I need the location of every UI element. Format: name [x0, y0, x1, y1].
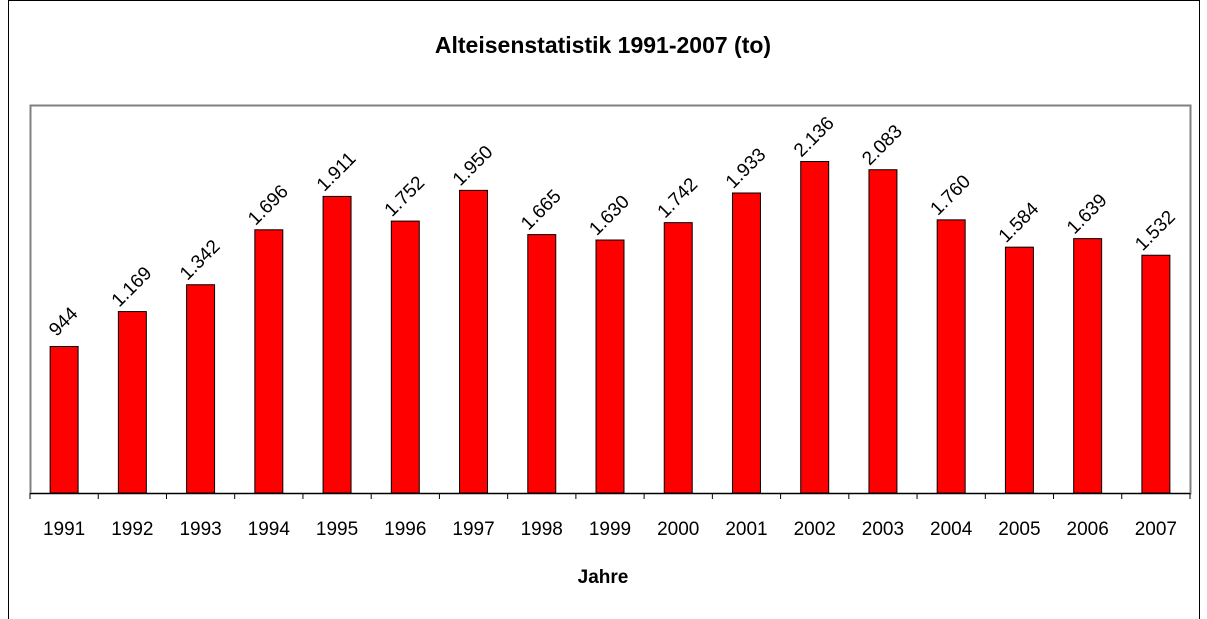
- x-tick-label: 1998: [521, 519, 563, 540]
- x-tick-label: 1996: [384, 519, 426, 540]
- x-tick-label: 1993: [179, 519, 221, 540]
- bar: [1141, 254, 1171, 494]
- x-axis-title: Jahre: [578, 567, 629, 588]
- x-tick-label: 2002: [794, 519, 836, 540]
- x-tick-label: 1992: [111, 519, 153, 540]
- chart-title: Alteisenstatistik 1991-2007 (to): [435, 32, 771, 58]
- bar: [459, 189, 489, 494]
- bar: [936, 219, 966, 494]
- x-tick-label: 1999: [589, 519, 631, 540]
- x-tick-label: 2001: [725, 519, 767, 540]
- x-tick-label: 2000: [657, 519, 699, 540]
- bar: [663, 222, 693, 494]
- bar: [390, 220, 420, 494]
- bar: [595, 239, 625, 494]
- x-tick-label: 1991: [43, 519, 85, 540]
- bar: [868, 169, 898, 494]
- bar: [186, 284, 216, 494]
- bar: [117, 311, 147, 494]
- x-tick-label: 2006: [1067, 519, 1109, 540]
- bar: [527, 234, 557, 494]
- bar: [1004, 246, 1034, 494]
- bar: [254, 229, 284, 494]
- x-tick-label: 2007: [1135, 519, 1177, 540]
- x-tick-label: 1994: [248, 519, 291, 540]
- bar: [800, 160, 830, 494]
- x-tick-label: 2004: [930, 519, 973, 540]
- bar: [49, 345, 79, 494]
- x-tick-label: 2003: [862, 519, 904, 540]
- bar: [1073, 238, 1103, 494]
- x-tick-label: 1995: [316, 519, 358, 540]
- bar: [322, 195, 352, 494]
- x-tick-label: 2005: [998, 519, 1040, 540]
- x-tick-label: 1997: [452, 519, 494, 540]
- bar: [731, 192, 761, 494]
